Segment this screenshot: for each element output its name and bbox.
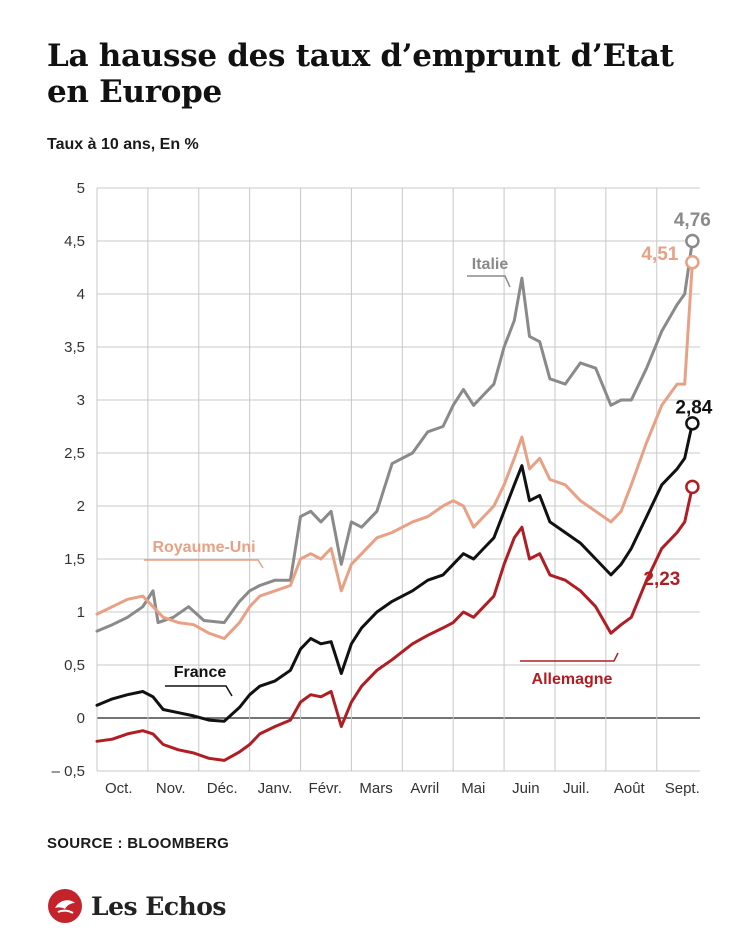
series-end-label: 2,23 bbox=[643, 569, 680, 590]
y-tick-label: 0 bbox=[77, 710, 85, 727]
series-end-label: 2,84 bbox=[675, 397, 712, 418]
source-note: SOURCE : BLOOMBERG bbox=[47, 835, 230, 852]
y-tick-label: 1,5 bbox=[64, 551, 85, 568]
series-name-label: Italie bbox=[472, 256, 509, 273]
series-leader-line bbox=[467, 275, 511, 288]
x-tick-label: Août bbox=[614, 780, 646, 797]
series-end-marker bbox=[685, 254, 700, 270]
chart-subtitle: Taux à 10 ans, En % bbox=[47, 136, 199, 153]
brand-logo: Les Echos bbox=[47, 886, 226, 926]
y-tick-label: 4 bbox=[77, 286, 85, 303]
series-lines bbox=[95, 239, 694, 762]
series-leader-line bbox=[520, 652, 619, 662]
x-tick-label: Févr. bbox=[309, 780, 342, 797]
series-end-marker bbox=[685, 233, 700, 249]
y-tick-label: 0,5 bbox=[64, 657, 85, 674]
series-leader-line bbox=[144, 559, 264, 569]
x-tick-label: Nov. bbox=[156, 780, 186, 797]
series-end-label: 4,51 bbox=[641, 244, 678, 265]
series-name-label: Royaume-Uni bbox=[152, 539, 255, 556]
y-tick-label: 3,5 bbox=[64, 339, 85, 356]
series-leader-line bbox=[165, 685, 233, 697]
series-end-label: 4,76 bbox=[674, 210, 711, 231]
y-tick-label: 2,5 bbox=[64, 445, 85, 462]
series-name-label: France bbox=[174, 664, 227, 681]
y-tick-label: 1 bbox=[77, 604, 85, 621]
x-tick-label: Mars bbox=[359, 780, 392, 797]
y-tick-label: – 0,5 bbox=[52, 763, 85, 780]
y-tick-label: 3 bbox=[77, 392, 85, 409]
series-line bbox=[95, 260, 694, 640]
x-tick-label: Juil. bbox=[563, 780, 590, 797]
x-tick-label: Avril bbox=[410, 780, 439, 797]
brand-name: Les Echos bbox=[91, 891, 226, 921]
y-axis-labels: 5 4,5 4 3,5 3 2,5 2 1,5 1 0,5 0 – 0,5 bbox=[52, 180, 85, 780]
y-tick-label: 2 bbox=[77, 498, 85, 515]
series-line bbox=[95, 239, 694, 633]
les-echos-emblem-icon bbox=[48, 889, 82, 923]
x-axis-labels: Oct. Nov. Déc. Janv. Févr. Mars Avril Mai Juin Ju… bbox=[105, 780, 700, 797]
x-tick-label: Mai bbox=[461, 780, 485, 797]
x-tick-label: Juin bbox=[512, 780, 540, 797]
series-line bbox=[95, 421, 694, 723]
grid-layer bbox=[96, 187, 700, 772]
chart-title: La hausse des taux d’emprunt d’Etat en E… bbox=[47, 38, 674, 110]
y-tick-label: 5 bbox=[77, 180, 85, 197]
series-end-marker bbox=[685, 416, 700, 431]
y-tick-label: 4,5 bbox=[64, 233, 85, 250]
x-tick-label: Oct. bbox=[105, 780, 133, 797]
series-end-marker bbox=[685, 479, 700, 495]
series-name-label: Allemagne bbox=[532, 671, 613, 688]
series-line bbox=[95, 485, 694, 762]
x-tick-label: Sept. bbox=[665, 780, 700, 797]
series-annotations: 4,76 4,51 2,84 2,23 Italie Royaume-Uni France A… bbox=[144, 210, 713, 697]
x-tick-label: Janv. bbox=[258, 780, 293, 797]
line-chart: 5 4,5 4 3,5 3 2,5 2 1,5 1 0,5 0 – 0,5 Oct. Nov. Déc. J… bbox=[52, 180, 713, 797]
x-tick-label: Déc. bbox=[207, 780, 238, 797]
